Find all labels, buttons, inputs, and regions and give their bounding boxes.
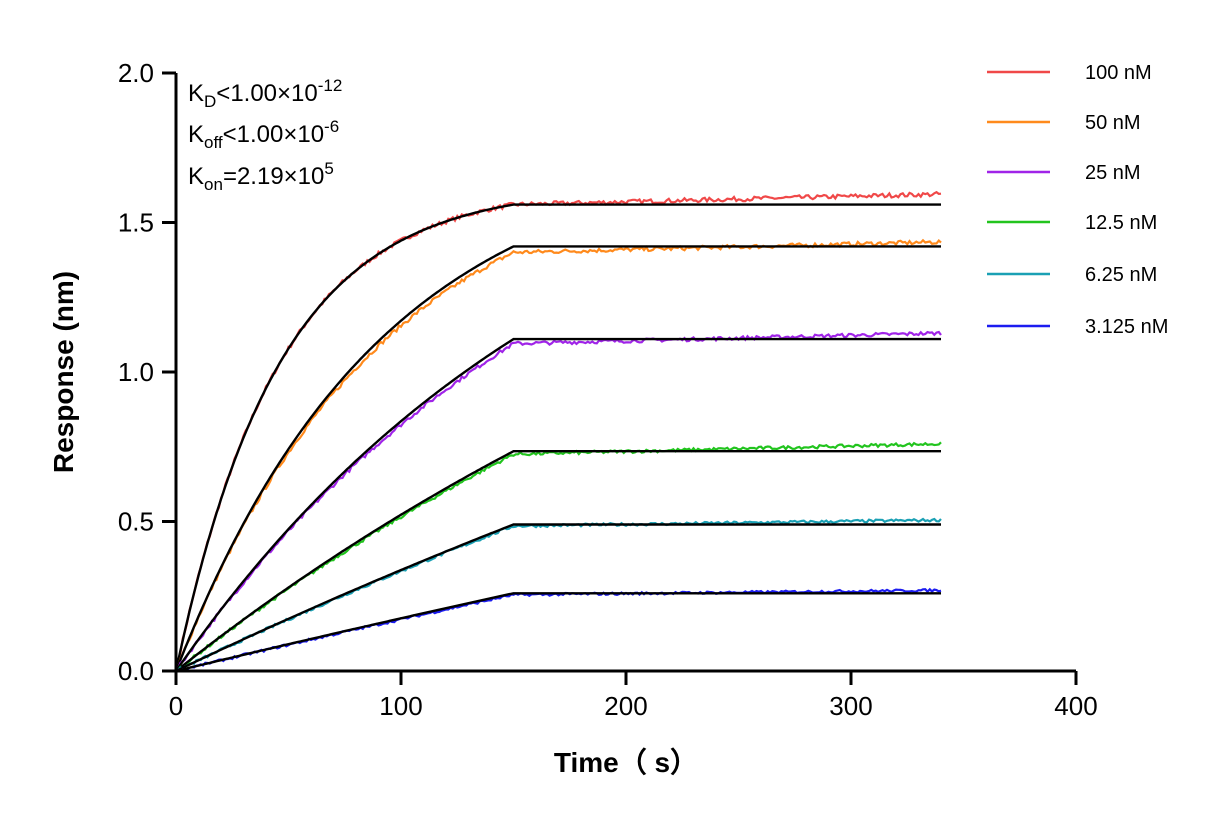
- data-series-100-nM: [174, 190, 942, 672]
- x-tick-label: 300: [829, 691, 872, 721]
- kinetics-annotation: KD<1.00×10-12 Koff<1.00×10-6 Kon=2.19×105: [188, 76, 342, 194]
- data-series-50-nM: [174, 238, 942, 672]
- legend-label: 12.5 nM: [1085, 212, 1157, 234]
- legend: 100 nM 50 nM 25 nM 12.5 nM 6.25 nM 3.125 nM: [987, 62, 1168, 338]
- annotation-kd: KD<1.00×10-12: [188, 76, 342, 111]
- legend-item: 100 nM: [987, 62, 1152, 84]
- y-tick-label: 1.0: [118, 357, 154, 387]
- y-tick-label: 2.0: [118, 58, 154, 88]
- data-series-12-5-nM: [175, 441, 942, 672]
- x-tick-label: 400: [1054, 691, 1097, 721]
- legend-item: 3.125 nM: [987, 316, 1168, 338]
- fit-curve-6-25-nM: [175, 523, 941, 673]
- legend-label: 3.125 nM: [1085, 316, 1168, 338]
- legend-item: 25 nM: [987, 162, 1141, 184]
- annotation-koff: Koff<1.00×10-6: [188, 117, 339, 152]
- axes: 0 100 200 300 400 0.0 0.5 1.0 1.5 2.0: [118, 58, 1098, 721]
- legend-label: 25 nM: [1085, 162, 1141, 184]
- legend-label: 100 nM: [1085, 62, 1152, 84]
- x-axis-label: Time（ s）: [554, 746, 698, 778]
- data-series-3-125-nM: [175, 587, 942, 673]
- legend-item: 12.5 nM: [987, 212, 1157, 234]
- y-axis-label: Response (nm): [48, 271, 79, 473]
- y-tick-label: 0.5: [118, 507, 154, 537]
- x-tick-label: 200: [604, 691, 647, 721]
- y-tick-label: 0.0: [118, 656, 154, 686]
- fit-curve-25-nM: [175, 337, 941, 672]
- fit-curve-12-5-nM: [175, 450, 941, 672]
- legend-item: 50 nM: [987, 112, 1141, 134]
- series-layer: [174, 190, 942, 673]
- annotation-kon: Kon=2.19×105: [188, 159, 334, 194]
- legend-label: 6.25 nM: [1085, 264, 1157, 286]
- fit-curve-100-nM: [174, 203, 941, 672]
- legend-item: 6.25 nM: [987, 264, 1157, 286]
- fit-curve-3-125-nM: [175, 592, 941, 673]
- y-tick-label: 1.5: [118, 208, 154, 238]
- x-tick-label: 100: [379, 691, 422, 721]
- x-tick-label: 0: [169, 691, 183, 721]
- fit-curve-50-nM: [174, 245, 941, 672]
- legend-label: 50 nM: [1085, 112, 1141, 134]
